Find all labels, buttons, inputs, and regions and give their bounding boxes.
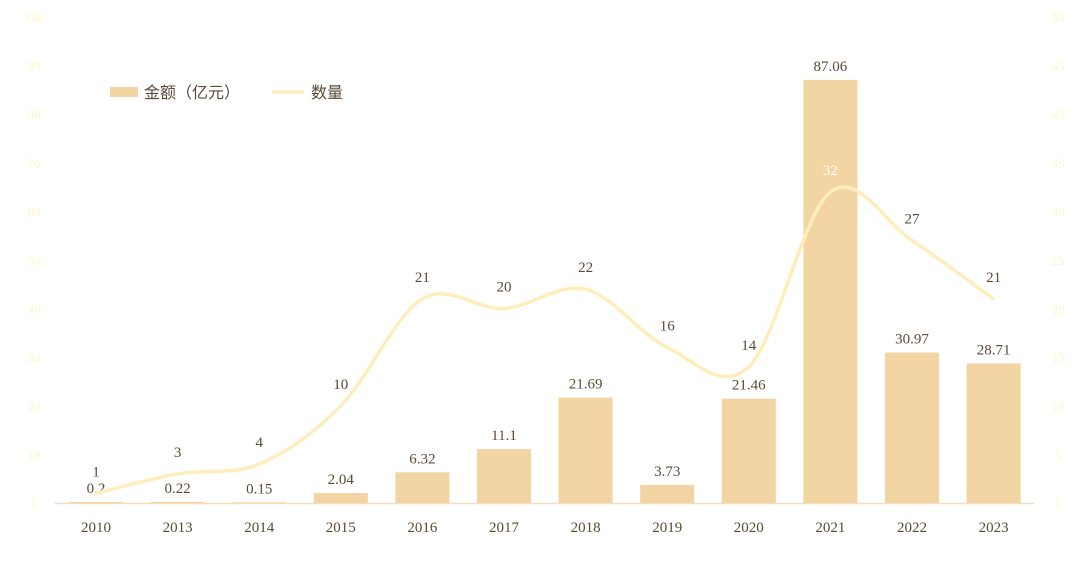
x-axis-categories: 2010 2013 2014 2015 2016 2017 2018 2019 2020 2021…: [81, 520, 1009, 536]
amount-bar: [803, 79, 858, 503]
left-axis-tick: 70: [28, 156, 41, 171]
x-axis-category-label: 2015: [326, 520, 356, 536]
left-axis-tick: 100: [24, 10, 44, 25]
amount-bar: [395, 472, 450, 503]
count-line-label: 22: [578, 260, 593, 276]
count-line-label: 32: [823, 163, 838, 179]
x-axis-category-label: 2021: [815, 520, 845, 536]
count-line-label: 20: [497, 280, 512, 296]
x-axis-category-label: 2016: [407, 520, 438, 536]
amount-bar-label: 30.97: [895, 331, 929, 347]
right-axis-tick: 25: [1052, 253, 1065, 268]
x-axis-category-label: 2013: [163, 520, 193, 536]
amount-bar-label: 6.32: [409, 451, 435, 467]
right-axis-tick: 30: [1052, 204, 1065, 219]
amount-bar: [313, 493, 368, 503]
right-axis-tick: 20: [1052, 302, 1065, 317]
right-axis-tick: 50: [1052, 10, 1065, 25]
amount-bar: [721, 398, 776, 503]
left-axis-tick: 10: [28, 447, 41, 462]
left-axis-tick: 50: [28, 253, 41, 268]
count-line-label: 27: [905, 212, 921, 228]
left-y-axis: 0 10 20 30 40 50 60 70 80 90 100: [24, 10, 44, 511]
legend: 金额（亿元） 数量: [110, 83, 343, 102]
amount-bar-label: 21.69: [569, 377, 603, 393]
x-axis-category-label: 2022: [897, 520, 927, 536]
count-line-label: 3: [174, 445, 182, 461]
count-line-label: 4: [255, 435, 263, 451]
amount-bar-label: 21.46: [732, 378, 766, 394]
left-axis-tick: 40: [28, 302, 41, 317]
amount-bar-label: 0.15: [246, 481, 272, 497]
legend-amount-swatch: [110, 87, 138, 97]
count-line-labels: 1 3 4 10 21 20 22 16 14 32 27 21: [92, 163, 1001, 480]
amount-bar: [232, 502, 287, 503]
right-axis-tick: 10: [1052, 399, 1065, 414]
count-line-label: 21: [415, 270, 430, 286]
x-axis-category-label: 2017: [489, 520, 520, 536]
x-axis-category-label: 2010: [81, 520, 111, 536]
right-axis-tick: 5: [1055, 447, 1062, 462]
count-line: [94, 185, 996, 496]
amount-bar-label: 28.71: [977, 342, 1011, 358]
left-axis-tick: 30: [28, 350, 41, 365]
right-axis-tick: 35: [1052, 156, 1065, 171]
x-axis-category-label: 2019: [652, 520, 682, 536]
amount-bar: [558, 397, 613, 503]
x-axis-category-label: 2014: [244, 520, 275, 536]
amount-bar: [477, 449, 531, 503]
count-line-label: 21: [986, 270, 1001, 286]
legend-amount-label: 金额（亿元）: [144, 83, 240, 102]
x-axis-category-label: 2020: [734, 520, 764, 536]
amount-bar-labels: 0.2 0.22 0.152.046.3211.121.693.7321.4687.…: [87, 59, 1011, 497]
right-axis-tick: 15: [1052, 350, 1065, 365]
amount-bar-label: 87.06: [814, 59, 848, 75]
x-axis-category-label: 2023: [979, 520, 1009, 536]
amount-bar: [69, 502, 123, 503]
right-axis-tick: 45: [1052, 59, 1065, 74]
legend-count-label: 数量: [311, 83, 343, 102]
amount-bar: [966, 363, 1021, 503]
amount-bars: [69, 79, 1021, 503]
right-axis-tick: 40: [1052, 107, 1065, 122]
left-axis-tick: 80: [28, 107, 41, 122]
left-axis-tick: 90: [28, 59, 41, 74]
amount-bar-label: 11.1: [491, 428, 517, 444]
x-axis-category-label: 2018: [571, 520, 601, 536]
count-line-label: 14: [741, 338, 757, 354]
amount-bar-label: 3.73: [654, 464, 680, 480]
count-line-label: 1: [92, 464, 100, 480]
amount-bar: [150, 501, 205, 503]
left-axis-tick: 60: [28, 204, 41, 219]
left-axis-tick: 0: [31, 496, 38, 511]
amount-bar-label: 0.22: [164, 481, 190, 497]
amount-bar-label: 2.04: [328, 472, 355, 488]
right-axis-tick: 0: [1055, 496, 1062, 511]
left-axis-tick: 20: [28, 399, 41, 414]
count-line-label: 10: [333, 377, 348, 393]
right-y-axis: 0 5 10 15 20 25 30 35 40 45 50: [1052, 10, 1065, 511]
amount-bar: [885, 352, 939, 503]
count-line-label: 16: [660, 318, 676, 334]
amount-bar: [640, 484, 695, 503]
